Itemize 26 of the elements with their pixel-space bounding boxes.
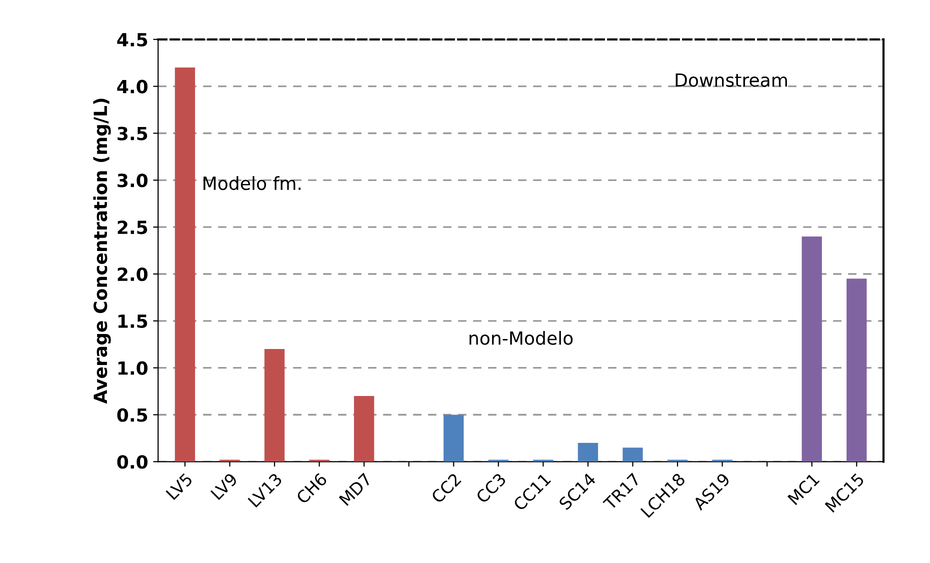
bar — [802, 236, 822, 462]
y-axis-title: Average Concentration (mg/L) — [93, 98, 111, 404]
y-tick-label: 2.5 — [118, 220, 148, 234]
bar — [264, 349, 285, 462]
annotation: Modelo fm. — [204, 176, 301, 190]
y-tick-label: 1.5 — [118, 314, 148, 328]
y-tick-label: 4.0 — [117, 80, 148, 94]
annotation: Downstream — [676, 73, 787, 87]
y-tick-label: 3.0 — [118, 174, 148, 188]
y-tick-label: 0.5 — [117, 408, 148, 422]
bar — [578, 442, 598, 462]
y-tick-label: 4.5 — [117, 33, 148, 47]
annotation: non-Modelo — [470, 330, 573, 345]
y-tick-label: 2.0 — [118, 267, 148, 282]
x-tick-label: CC3 — [475, 472, 507, 504]
bar — [354, 396, 374, 462]
bar — [174, 68, 196, 462]
y-tick-label: 3.5 — [118, 126, 148, 140]
bar — [444, 414, 464, 462]
bar — [846, 278, 867, 462]
y-tick-label: 0.0 — [117, 455, 148, 469]
x-tick-label: LV5 — [166, 472, 194, 500]
x-tick-label: LV9 — [210, 472, 238, 500]
bar — [622, 448, 643, 462]
y-tick-label: 1.0 — [118, 361, 148, 375]
x-tick-label: CC2 — [430, 472, 462, 504]
